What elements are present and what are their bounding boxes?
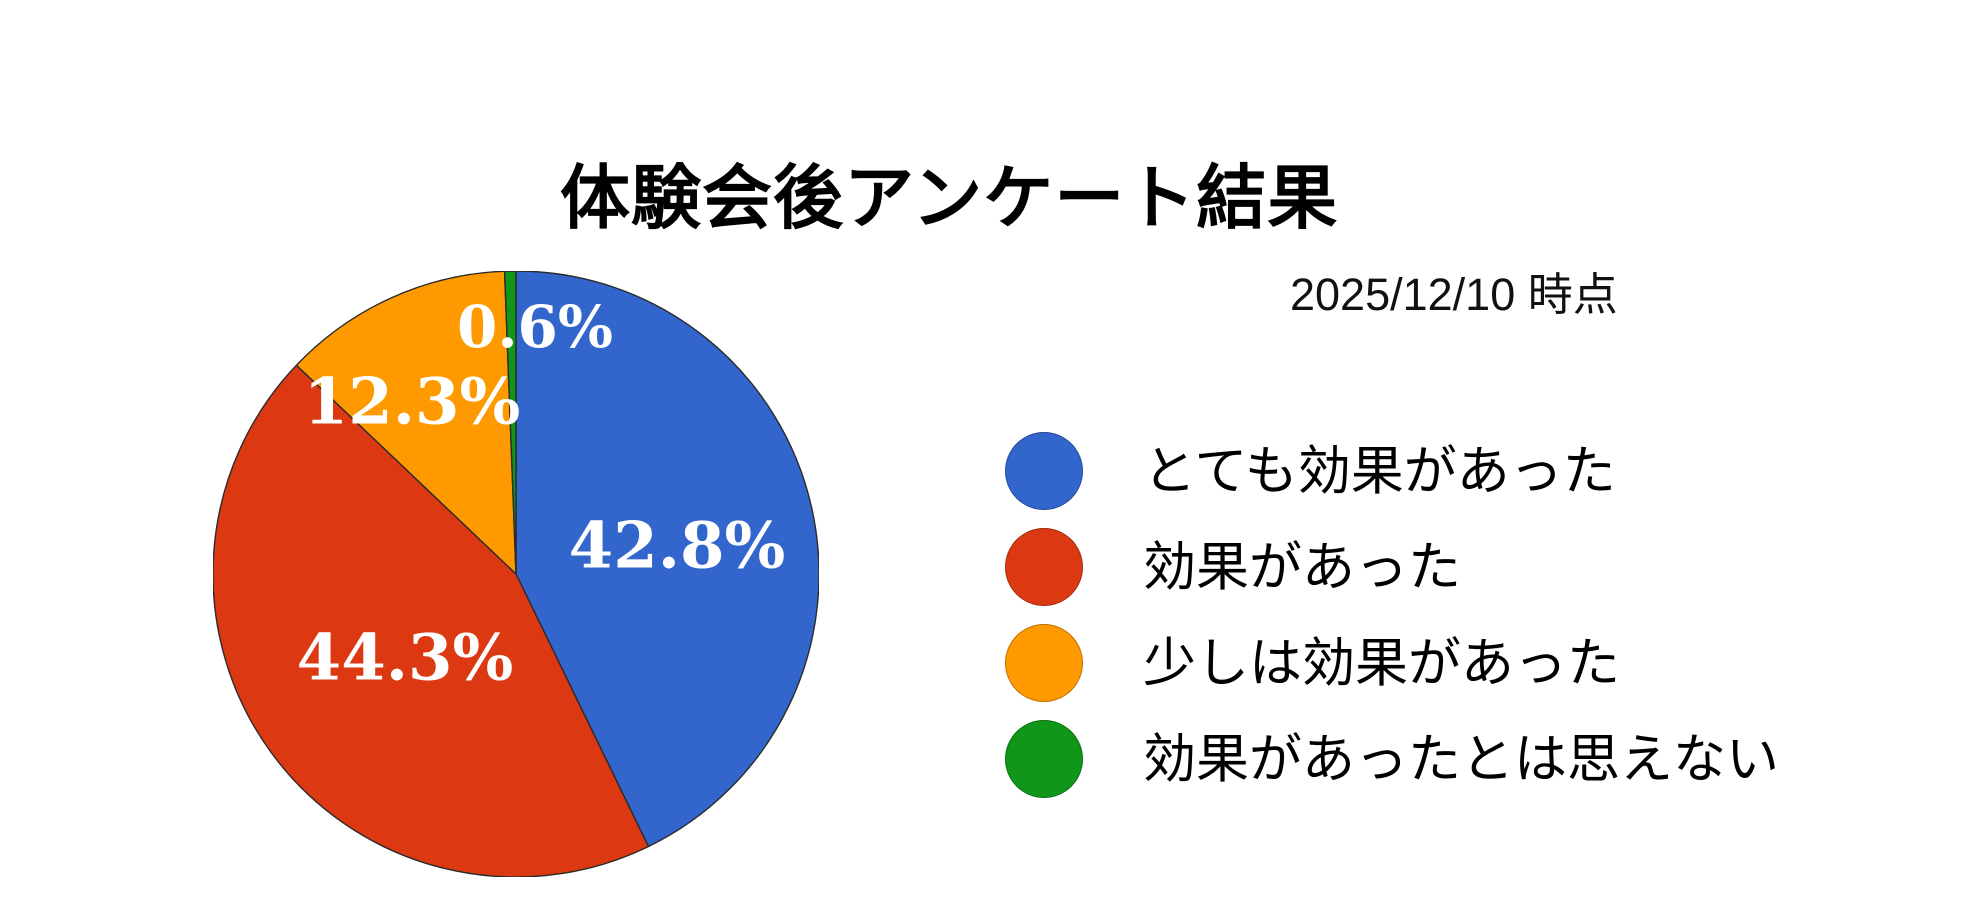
pie-slice-1[interactable] <box>213 364 650 877</box>
pie-slice-0[interactable] <box>515 271 819 848</box>
legend-label-2: 少しは効果があった <box>1143 633 1620 693</box>
pie-slice-value-label-0: 42.8% <box>569 509 786 584</box>
legend-swatch-circle-3 <box>1005 720 1083 798</box>
legend-swatch-circle-1 <box>1005 528 1083 606</box>
pie-slice-value-label-3: 0.6% <box>457 293 613 361</box>
legend-item-3[interactable]: 効果があったとは思えない <box>1005 720 1779 798</box>
chart-title: 体験会後アンケート結果 <box>560 159 1339 237</box>
chart-legend: とても効果があった 効果があった少しは効果があった効果があったとは思えない <box>1005 432 1779 816</box>
pie-slice-value-label-2: 12.3% <box>304 365 521 440</box>
legend-item-2[interactable]: 少しは効果があった <box>1005 624 1779 702</box>
chart-date: 2025/12/10 時点 <box>1290 269 1618 320</box>
legend-label-1: 効果があった <box>1143 537 1461 597</box>
legend-swatch-circle-0 <box>1005 432 1083 510</box>
legend-label-3: 効果があったとは思えない <box>1143 729 1779 789</box>
legend-swatch-circle-2 <box>1005 624 1083 702</box>
pie-slice-value-label-1: 44.3% <box>297 621 514 696</box>
pie-chart-svg: 42.8% 44.3% 12.3%0.6% <box>213 271 819 877</box>
legend-item-0[interactable]: とても効果があった <box>1005 432 1779 510</box>
pie-slice-3[interactable] <box>503 271 517 575</box>
pie-chart: 42.8% 44.3% 12.3% 0.6% <box>213 271 819 877</box>
legend-label-0: とても効果があった <box>1143 441 1616 501</box>
pie-slice-2[interactable] <box>295 271 517 575</box>
legend-item-1[interactable]: 効果があった <box>1005 528 1779 606</box>
